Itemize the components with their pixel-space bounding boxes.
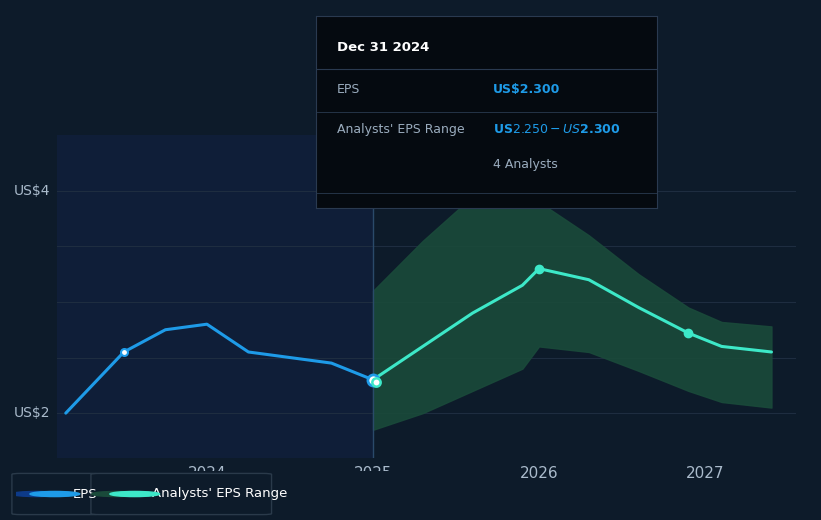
Text: 4 Analysts: 4 Analysts xyxy=(493,158,558,171)
Text: US$4: US$4 xyxy=(14,184,50,198)
FancyBboxPatch shape xyxy=(11,473,100,515)
Circle shape xyxy=(92,491,141,497)
Bar xyxy=(57,135,373,458)
FancyBboxPatch shape xyxy=(91,473,272,515)
Text: Analysts' EPS Range: Analysts' EPS Range xyxy=(152,488,287,500)
Text: US$2.300: US$2.300 xyxy=(493,83,561,96)
Text: Analysts' EPS Range: Analysts' EPS Range xyxy=(337,123,464,136)
Text: Actual: Actual xyxy=(324,152,366,165)
Text: EPS: EPS xyxy=(337,83,360,96)
Text: Dec 31 2024: Dec 31 2024 xyxy=(337,41,429,54)
Text: Analysts Forecasts: Analysts Forecasts xyxy=(379,152,503,165)
Circle shape xyxy=(12,491,62,497)
Text: US$2.250 - US$2.300: US$2.250 - US$2.300 xyxy=(493,123,621,136)
Circle shape xyxy=(30,491,80,497)
Text: US$2: US$2 xyxy=(14,406,50,420)
Text: EPS: EPS xyxy=(73,488,98,500)
Circle shape xyxy=(110,491,159,497)
